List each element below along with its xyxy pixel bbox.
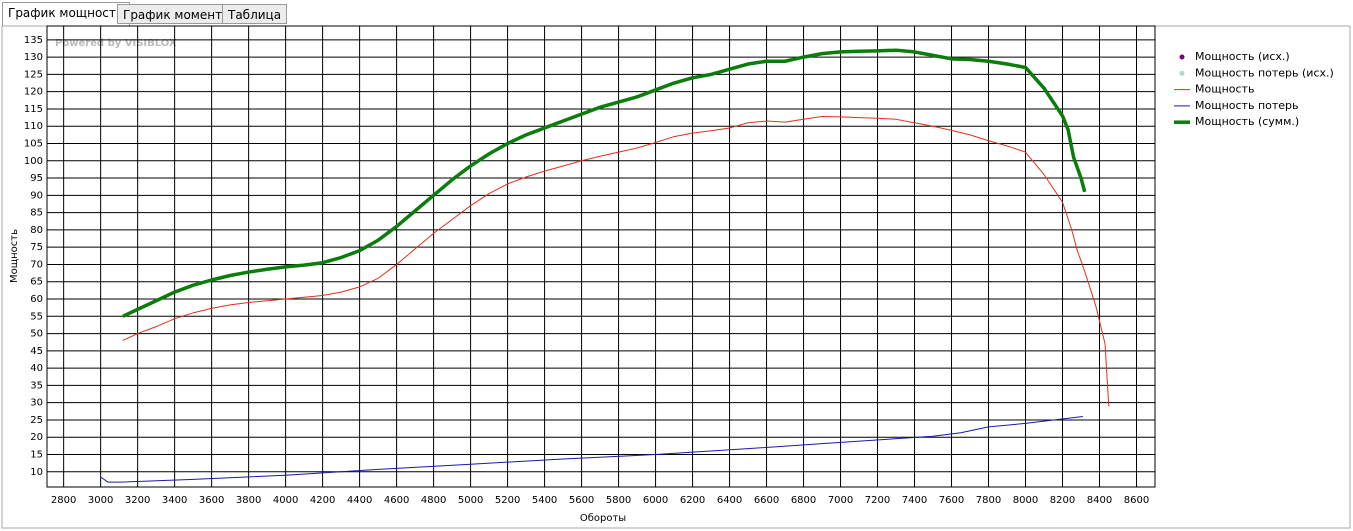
y-tick-label: 40	[30, 363, 43, 374]
x-tick-label: 5200	[495, 495, 520, 506]
x-tick-label: 3000	[88, 495, 113, 506]
x-tick-label: 2800	[51, 495, 76, 506]
y-axis-label: Мощность	[9, 229, 20, 283]
y-tick-label: 35	[30, 380, 43, 391]
legend-label: Мощность (сумм.)	[1195, 115, 1299, 128]
x-tick-label: 4000	[273, 495, 298, 506]
legend-label: Мощность потерь	[1195, 99, 1299, 112]
x-tick-label: 5400	[532, 495, 557, 506]
y-tick-label: 70	[30, 259, 43, 270]
y-tick-label: 50	[30, 329, 43, 340]
tab[interactable]: Таблица	[222, 4, 288, 24]
x-tick-label: 5000	[458, 495, 483, 506]
x-tick-label: 3800	[236, 495, 261, 506]
x-tick-label: 5600	[569, 495, 594, 506]
legend-marker	[1179, 54, 1185, 60]
x-tick-label: 6800	[791, 495, 816, 506]
x-axis-label: Обороты	[580, 513, 626, 524]
x-tick-label: 3600	[199, 495, 224, 506]
y-tick-label: 65	[30, 277, 43, 288]
x-tick-label: 5800	[606, 495, 631, 506]
y-tick-label: 130	[24, 52, 43, 63]
y-tick-label: 25	[30, 415, 43, 426]
tab[interactable]: График момента	[117, 4, 236, 24]
x-tick-label: 4400	[347, 495, 372, 506]
watermark: Powered by VISIBLOX	[55, 38, 177, 49]
y-tick-label: 85	[30, 208, 43, 219]
y-tick-label: 10	[30, 467, 43, 478]
y-tick-label: 125	[24, 69, 43, 80]
y-tick-label: 60	[30, 294, 43, 305]
x-tick-label: 4800	[421, 495, 446, 506]
y-tick-label: 15	[30, 450, 43, 461]
x-tick-label: 7600	[939, 495, 964, 506]
plot-area	[46, 25, 1156, 488]
y-tick-label: 45	[30, 346, 43, 357]
x-tick-label: 6200	[680, 495, 705, 506]
x-tick-label: 7800	[976, 495, 1001, 506]
tab[interactable]: График мощности	[2, 2, 130, 26]
x-tick-label: 8400	[1087, 495, 1112, 506]
x-tick-label: 6000	[643, 495, 668, 506]
x-tick-label: 8600	[1124, 495, 1149, 506]
y-tick-label: 55	[30, 311, 43, 322]
x-tick-label: 4200	[310, 495, 335, 506]
legend-label: Мощность (исх.)	[1195, 50, 1290, 63]
y-tick-label: 120	[24, 87, 43, 98]
legend-label: Мощность потерь (исх.)	[1195, 66, 1334, 79]
x-tick-label: 3400	[162, 495, 187, 506]
x-tick-label: 6400	[717, 495, 742, 506]
x-tick-label: 8200	[1050, 495, 1075, 506]
y-tick-label: 30	[30, 398, 43, 409]
x-tick-label: 3200	[125, 495, 150, 506]
x-tick-label: 7000	[828, 495, 853, 506]
y-tick-label: 90	[30, 190, 43, 201]
x-tick-label: 7400	[902, 495, 927, 506]
x-tick-label: 8000	[1013, 495, 1038, 506]
y-tick-label: 95	[30, 173, 43, 184]
series-line	[100, 416, 1083, 483]
x-tick-label: 4600	[384, 495, 409, 506]
legend-label: Мощность	[1195, 83, 1254, 96]
y-tick-label: 105	[24, 138, 43, 149]
x-tick-label: 6600	[754, 495, 779, 506]
y-tick-label: 100	[24, 156, 43, 167]
series-line	[122, 48, 1087, 318]
y-tick-label: 115	[24, 104, 43, 115]
y-tick-label: 110	[24, 121, 43, 132]
series-line	[122, 116, 1110, 407]
y-tick-label: 75	[30, 242, 43, 253]
legend-marker	[1179, 70, 1185, 76]
y-tick-label: 80	[30, 225, 43, 236]
y-tick-label: 20	[30, 432, 43, 443]
y-tick-label: 135	[24, 35, 43, 46]
x-tick-label: 7200	[865, 495, 890, 506]
